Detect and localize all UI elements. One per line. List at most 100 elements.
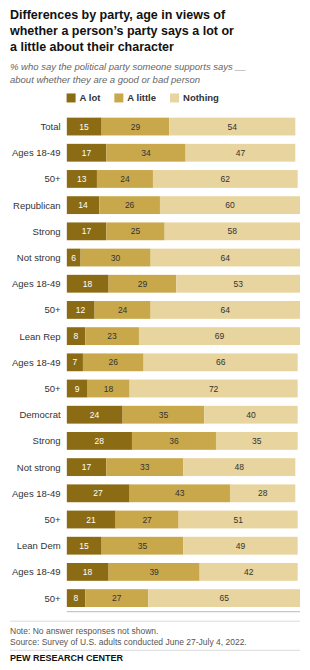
bar-segment — [106, 144, 185, 162]
separator — [10, 621, 300, 622]
data-label: 17 — [82, 226, 92, 236]
bar-segment — [67, 275, 109, 293]
bar-segment — [204, 406, 297, 424]
bar-segment — [109, 563, 200, 581]
data-label: 29 — [131, 122, 141, 132]
bar-segment — [200, 563, 298, 581]
data-label: 17 — [82, 148, 92, 158]
bar-segment — [106, 458, 183, 476]
data-label: 6 — [71, 253, 76, 263]
data-label: 60 — [225, 200, 235, 210]
data-label: 51 — [233, 515, 243, 525]
bar-segment — [67, 118, 102, 136]
category-label: Ages 18-49 — [12, 278, 61, 289]
data-label: 64 — [221, 253, 231, 263]
category-label: Republican — [13, 200, 61, 211]
category-label: Ages 18-49 — [12, 147, 61, 158]
data-label: 27 — [112, 593, 122, 603]
data-label: 15 — [79, 541, 89, 551]
bar-segment — [99, 196, 160, 214]
category-label: Ages 18-49 — [12, 566, 61, 577]
bar-segment — [148, 589, 300, 607]
bar-segment — [132, 432, 216, 450]
data-label: 65 — [219, 593, 229, 603]
data-label: 30 — [111, 253, 121, 263]
data-label: 18 — [104, 384, 114, 394]
legend-label: Nothing — [183, 92, 219, 103]
bar-segment — [67, 196, 100, 214]
data-label: 8 — [74, 593, 79, 603]
legend-swatch — [114, 93, 123, 102]
bar-segment — [116, 511, 179, 529]
bar-segment — [186, 144, 296, 162]
bar-segment — [67, 222, 107, 240]
bar-segment — [130, 484, 230, 502]
data-label: 54 — [228, 122, 238, 132]
bar-segment — [102, 118, 170, 136]
bar-segment — [67, 144, 107, 162]
title: Differences by party, age in views ofwhe… — [9, 8, 234, 55]
data-label: 43 — [175, 488, 185, 498]
data-label: 48 — [235, 462, 245, 472]
bar-segment — [67, 406, 123, 424]
category-label: 50+ — [44, 383, 61, 394]
bar-segment — [109, 275, 177, 293]
data-label: 26 — [109, 357, 119, 367]
bar-segment — [183, 537, 297, 555]
legend-label: A lot — [80, 92, 102, 103]
subtitle: % who say the political party someone su… — [10, 61, 246, 84]
bar-segment — [153, 170, 298, 188]
bar-segment — [130, 380, 298, 398]
data-label: 27 — [93, 488, 103, 498]
data-label: 66 — [216, 357, 226, 367]
data-label: 26 — [125, 200, 135, 210]
category-label: Not strong — [17, 252, 61, 263]
data-label: 24 — [90, 410, 100, 420]
category-label: Total — [41, 121, 61, 132]
data-label: 24 — [120, 174, 130, 184]
data-label: 58 — [228, 226, 238, 236]
category-label: Democrat — [19, 409, 61, 420]
category-label: Ages 18-49 — [12, 357, 61, 368]
category-label: Ages 18-49 — [12, 488, 61, 499]
bar-segment — [67, 249, 81, 267]
bar-segment — [67, 458, 107, 476]
data-label: 15 — [79, 122, 89, 132]
data-label: 28 — [258, 488, 268, 498]
chart: Differences by party, age in views ofwhe… — [0, 0, 310, 670]
bar-segment — [67, 327, 86, 345]
bar-segment — [179, 511, 298, 529]
category-label: Not strong — [17, 462, 61, 473]
data-label: 14 — [78, 200, 88, 210]
category-label: Strong — [33, 435, 61, 446]
bar-segment — [169, 118, 295, 136]
bar-segment — [106, 222, 164, 240]
annotation: Source: Survey of U.S. adults conducted … — [10, 637, 247, 647]
data-label: 34 — [141, 148, 151, 158]
category-label: 50+ — [44, 514, 61, 525]
category-label: 50+ — [44, 173, 61, 184]
data-label: 42 — [244, 567, 254, 577]
bar-segment — [67, 380, 88, 398]
data-label: 9 — [75, 384, 80, 394]
bar-segment — [67, 537, 102, 555]
bar-segment — [67, 170, 97, 188]
data-label: 33 — [140, 462, 150, 472]
data-label: 69 — [215, 331, 225, 341]
axis-line — [67, 611, 300, 612]
category-label: 50+ — [44, 593, 61, 604]
legend-label: A little — [127, 92, 156, 103]
bar-segment — [151, 249, 300, 267]
category-label: Lean Rep — [19, 331, 60, 342]
bar-segment — [67, 432, 132, 450]
data-label: 27 — [142, 515, 152, 525]
bar-segment — [85, 327, 139, 345]
data-label: 53 — [233, 279, 243, 289]
bar-segment — [123, 406, 205, 424]
bar-segment — [83, 353, 144, 371]
data-label: 25 — [131, 226, 141, 236]
category-label: Strong — [33, 226, 61, 237]
data-label: 17 — [82, 462, 92, 472]
bar-segment — [160, 196, 300, 214]
bar-segment — [67, 589, 86, 607]
